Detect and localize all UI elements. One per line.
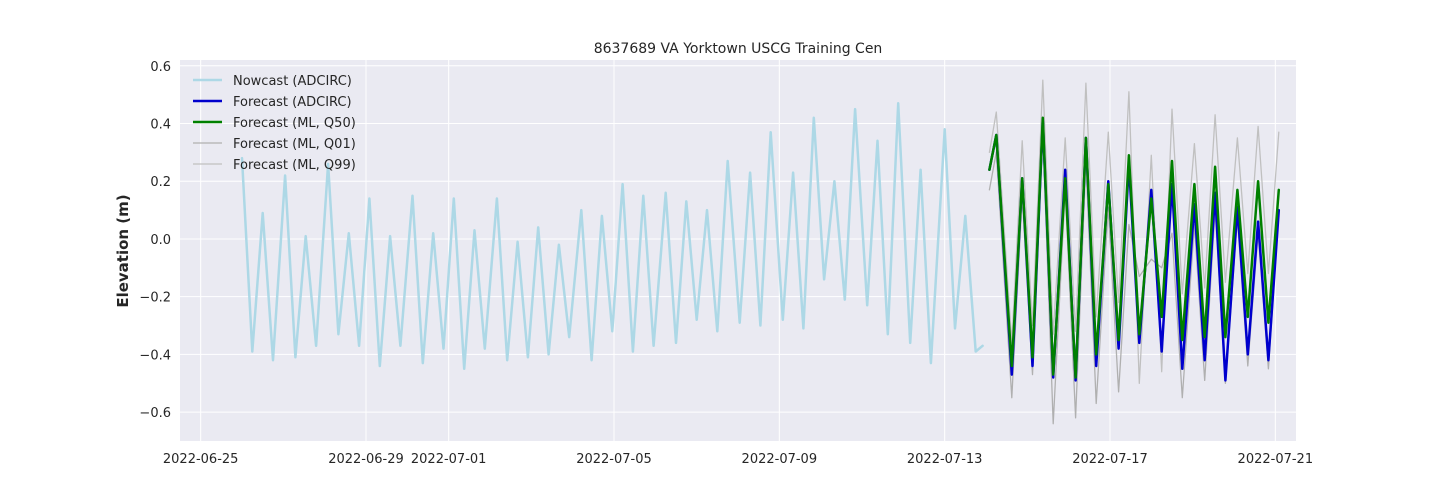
x-tick-label: 2022-07-13 — [907, 452, 983, 467]
legend-label: Forecast (ML, Q01) — [233, 137, 356, 152]
x-tick-label: 2022-07-17 — [1072, 452, 1148, 467]
y-tick-label: 0.6 — [150, 60, 171, 75]
y-tick-label: −0.4 — [139, 348, 171, 363]
y-axis-label: Elevation (m) — [114, 194, 132, 307]
y-tick-label: −0.2 — [139, 291, 171, 306]
x-tick-label: 2022-07-21 — [1238, 452, 1314, 467]
y-tick-label: 0.2 — [150, 175, 171, 190]
y-tick-label: −0.6 — [139, 406, 171, 421]
series-line-forecast-ml-q50 — [988, 116, 1281, 379]
chart-title: 8637689 VA Yorktown USCG Training Cen — [594, 41, 883, 57]
tick-labels: 2022-06-25 2022-06-29 2022-07-01 2022-07-05… — [139, 60, 1313, 467]
x-tick-label: 2022-07-09 — [742, 452, 818, 467]
series-line-nowcast-adcirc — [240, 102, 984, 371]
x-tick-label: 2022-06-25 — [163, 452, 239, 467]
x-tick-label: 2022-07-01 — [411, 452, 487, 467]
legend-label: Forecast (ADCIRC) — [233, 95, 352, 110]
x-tick-label: 2022-06-29 — [328, 452, 404, 467]
legend-label: Forecast (ML, Q99) — [233, 158, 356, 173]
y-tick-label: 0.4 — [150, 118, 171, 133]
x-tick-label: 2022-07-05 — [576, 452, 652, 467]
legend-label: Nowcast (ADCIRC) — [233, 74, 352, 89]
series-lines — [240, 79, 1281, 425]
legend: Nowcast (ADCIRC) Forecast (ADCIRC) Forecas… — [193, 74, 356, 173]
y-tick-label: 0.0 — [150, 233, 171, 248]
legend-label: Forecast (ML, Q50) — [233, 116, 356, 131]
